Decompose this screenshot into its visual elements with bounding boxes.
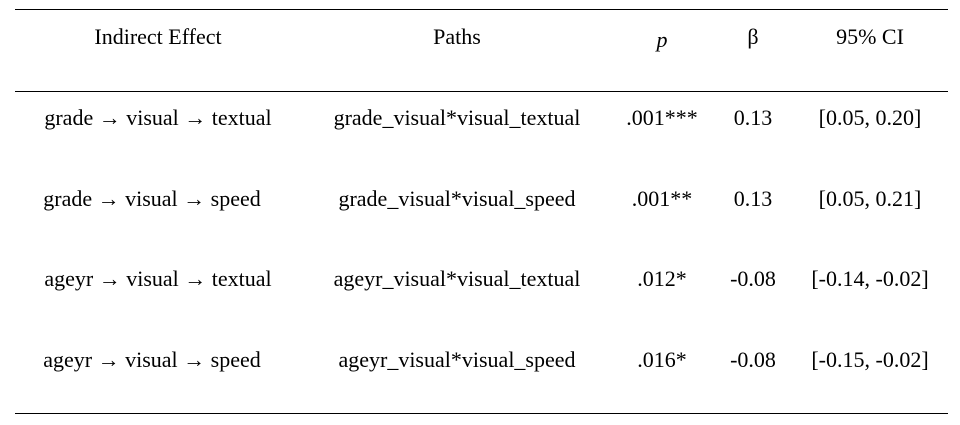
cell-indirect-effect: grade → visual → speed	[43, 186, 261, 211]
header-indirect-effect: Indirect Effect	[94, 24, 222, 49]
cell-p: .001**	[631, 186, 693, 211]
cell-ci: [-0.15, -0.02]	[811, 347, 929, 372]
header-beta: β	[747, 24, 759, 49]
cell-beta: -0.08	[730, 266, 776, 291]
cell-p: .001***	[626, 105, 698, 130]
cell-ci: [-0.14, -0.02]	[811, 266, 929, 291]
cell-paths: ageyr_visual*visual_textual	[333, 266, 581, 291]
cell-indirect-effect: ageyr → visual → speed	[43, 347, 261, 372]
header-paths: Paths	[433, 24, 481, 49]
cell-p: .016*	[637, 347, 687, 372]
header-rule	[15, 91, 948, 92]
cell-indirect-effect: grade → visual → textual	[44, 105, 272, 130]
cell-beta: 0.13	[733, 186, 773, 211]
cell-paths: ageyr_visual*visual_speed	[338, 347, 576, 372]
cell-indirect-effect: ageyr → visual → textual	[44, 266, 272, 291]
bottom-rule	[15, 413, 948, 414]
cell-beta: 0.13	[733, 105, 773, 130]
cell-ci: [0.05, 0.21]	[818, 186, 922, 211]
cell-p: .012*	[637, 266, 687, 291]
header-p: p	[656, 27, 668, 52]
header-ci: 95% CI	[836, 24, 904, 49]
cell-ci: [0.05, 0.20]	[818, 105, 922, 130]
top-rule	[15, 9, 948, 10]
cell-paths: grade_visual*visual_speed	[338, 186, 576, 211]
cell-paths: grade_visual*visual_textual	[333, 105, 581, 130]
cell-beta: -0.08	[730, 347, 776, 372]
